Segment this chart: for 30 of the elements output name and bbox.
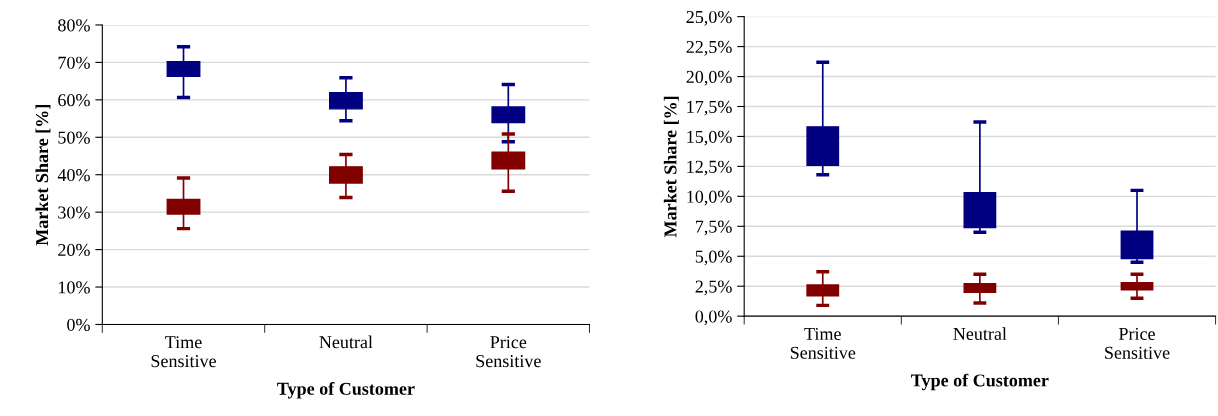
y-tick-label: 12,5% xyxy=(687,160,732,176)
y-tick-label: 50% xyxy=(58,131,90,144)
y-tick-label: 20% xyxy=(58,243,90,257)
y-tick-label: 22,5% xyxy=(686,40,732,56)
y-axis-title: Market Share [%] xyxy=(663,96,679,238)
y-tick-label: 2,5% xyxy=(695,280,732,296)
x-axis-title: Type of Customer xyxy=(911,373,1049,391)
y-tick-label: 17,5% xyxy=(687,100,732,116)
y-tick-label: 80% xyxy=(58,19,90,32)
y-tick-label: 10% xyxy=(59,281,90,294)
x-tick-label: Time Sensitive xyxy=(790,327,856,359)
x-axis-title: Type of Customer xyxy=(277,381,415,399)
y-tick-label: 7,5% xyxy=(695,220,732,236)
x-tick-label: Neutral xyxy=(953,327,1007,340)
y-tick-label: 30% xyxy=(58,206,90,219)
x-tick-label: Time Sensitive xyxy=(151,336,216,368)
x-tick-label: Neutral xyxy=(319,335,373,349)
x-tick-label: Price Sensitive xyxy=(1105,327,1170,359)
y-tick-label: 5,0% xyxy=(695,250,732,266)
y-tick-label: 10,0% xyxy=(687,190,732,206)
y-tick-label: 0% xyxy=(67,318,90,331)
y-tick-label: 40% xyxy=(57,168,90,182)
x-tick-label: Price Sensitive xyxy=(476,336,541,368)
y-tick-label: 70% xyxy=(58,56,90,69)
y-tick-label: 25,0% xyxy=(686,10,732,26)
y-tick-label: 20,0% xyxy=(686,70,732,86)
y-tick-label: 60% xyxy=(58,94,90,107)
y-tick-label: 0,0% xyxy=(695,310,732,326)
y-axis-title: Market Share [%] xyxy=(35,105,51,246)
y-tick-label: 15,0% xyxy=(687,130,732,146)
